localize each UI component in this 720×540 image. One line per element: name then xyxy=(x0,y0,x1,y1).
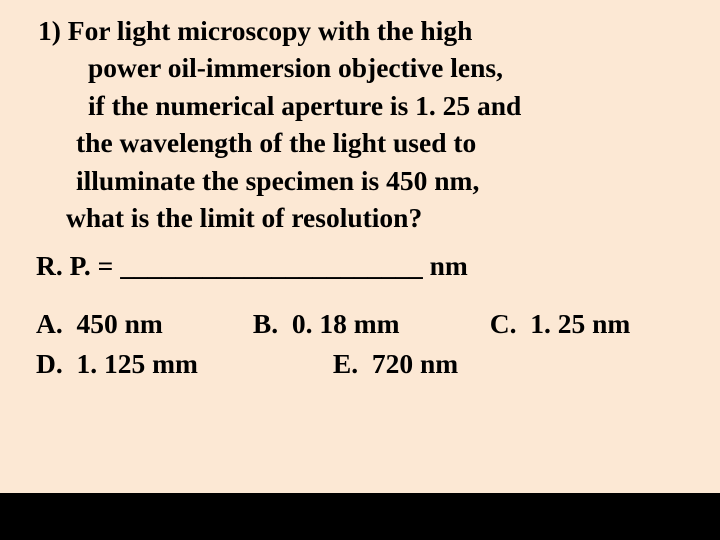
question-line-5: illuminate the specimen is 450 nm, xyxy=(28,162,692,199)
option-d: D. 1. 125 mm xyxy=(36,344,326,384)
option-a: A. 450 nm xyxy=(36,304,246,344)
option-c: C. 1. 25 nm xyxy=(490,304,631,344)
mu-icon: m xyxy=(354,308,377,339)
question-line-3: if the numerical aperture is 1. 25 and xyxy=(28,87,692,124)
options-row-1: A. 450 nm B. 0. 18 mm C. 1. 25 nm xyxy=(36,304,692,344)
question-line-2: power oil-immersion objective lens, xyxy=(28,49,692,86)
options-row-2: D. 1. 125 mm E. 720 nm xyxy=(36,344,692,384)
question-line-1: 1) For light microscopy with the high xyxy=(28,12,692,49)
answer-options: A. 450 nm B. 0. 18 mm C. 1. 25 nm D. 1. … xyxy=(28,304,692,384)
mu-icon: m xyxy=(152,348,175,379)
question-line-4: the wavelength of the light used to xyxy=(28,124,692,161)
formula-line: R. P. = ______________________ nm xyxy=(28,250,692,282)
question-text: 1) For light microscopy with the high po… xyxy=(28,12,692,236)
question-line-6: what is the limit of resolution? xyxy=(28,199,692,236)
formula-prefix: R. P. = xyxy=(36,250,120,281)
formula-blank: ______________________ xyxy=(120,250,423,281)
formula-unit: nm xyxy=(423,250,468,281)
quiz-slide: 1) For light microscopy with the high po… xyxy=(0,0,720,493)
option-b: B. 0. 18 mm xyxy=(253,304,483,344)
option-e: E. 720 nm xyxy=(333,344,458,384)
